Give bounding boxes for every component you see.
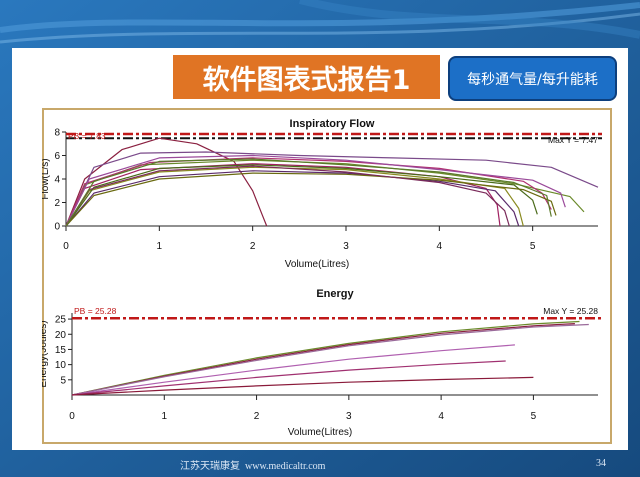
series-line-0-0 — [65, 137, 268, 227]
slide-title: 软件图表式报告1 — [173, 55, 440, 99]
pb-label-1: PB = 25.28 — [74, 306, 117, 316]
x-tick-label-1: 5 — [531, 411, 537, 422]
x-tick-label-0: 0 — [63, 241, 69, 252]
series-line-1-2 — [71, 323, 589, 396]
y-axis-label-0: Flow(L/s) — [42, 158, 51, 199]
x-tick-label-1: 3 — [346, 411, 352, 422]
x-tick-label-0: 4 — [437, 241, 443, 252]
x-tick-label-1: 1 — [161, 411, 167, 422]
x-tick-label-1: 4 — [438, 411, 444, 422]
y-tick-label-1: 20 — [55, 330, 67, 341]
y-axis-label-1: Energy(Joules) — [42, 320, 49, 387]
y-tick-label-0: 4 — [54, 175, 60, 186]
y-tick-label-0: 2 — [54, 198, 60, 209]
x-tick-label-1: 0 — [69, 411, 75, 422]
series-line-0-10 — [65, 165, 510, 227]
x-axis-label-0: Volume(Litres) — [285, 259, 349, 270]
pb-label-0: PB = 7.83 — [68, 131, 106, 141]
series-line-0-11 — [65, 158, 552, 227]
series-line-0-4 — [65, 166, 524, 227]
y-tick-label-0: 6 — [54, 151, 60, 162]
x-tick-label-0: 3 — [343, 241, 349, 252]
y-tick-label-0: 8 — [54, 128, 60, 139]
series-line-1-3 — [71, 344, 515, 396]
y-tick-label-1: 5 — [60, 375, 66, 386]
footer-text: 江苏天瑞康复 www.medicaltr.com — [180, 461, 326, 472]
y-tick-label-0: 0 — [54, 222, 60, 233]
max-label-1: Max Y = 25.28 — [543, 306, 598, 316]
max-label-0: Max Y = 7.47 — [548, 135, 598, 145]
page-number: 34 — [596, 458, 606, 469]
x-tick-label-0: 5 — [530, 241, 536, 252]
series-line-1-5 — [71, 376, 534, 396]
series-line-0-5 — [65, 170, 520, 227]
series-line-0-1 — [65, 151, 599, 227]
series-line-1-4 — [71, 360, 506, 396]
x-axis-label-1: Volume(Litres) — [288, 427, 352, 438]
slide-subtitle: 每秒通气量/每升能耗 — [448, 56, 617, 101]
chart-title-0: Inspiratory Flow — [290, 118, 375, 130]
series-line-1-0 — [71, 320, 580, 396]
series-line-0-9 — [65, 172, 557, 227]
series-line-0-7 — [65, 164, 538, 227]
y-tick-label-1: 10 — [55, 360, 67, 371]
x-tick-label-1: 2 — [254, 411, 260, 422]
series-line-0-6 — [65, 157, 552, 227]
charts-svg: Inspiratory Flow 0 1 2 3 4 5 0 2 4 6 8 PB = 7.83 Max … — [42, 118, 602, 438]
chart-title-1: Energy — [316, 288, 354, 300]
x-tick-label-0: 1 — [157, 241, 163, 252]
y-tick-label-1: 25 — [55, 315, 67, 326]
x-tick-label-0: 2 — [250, 241, 256, 252]
series-line-0-8 — [65, 154, 566, 227]
y-tick-label-1: 15 — [55, 345, 67, 356]
